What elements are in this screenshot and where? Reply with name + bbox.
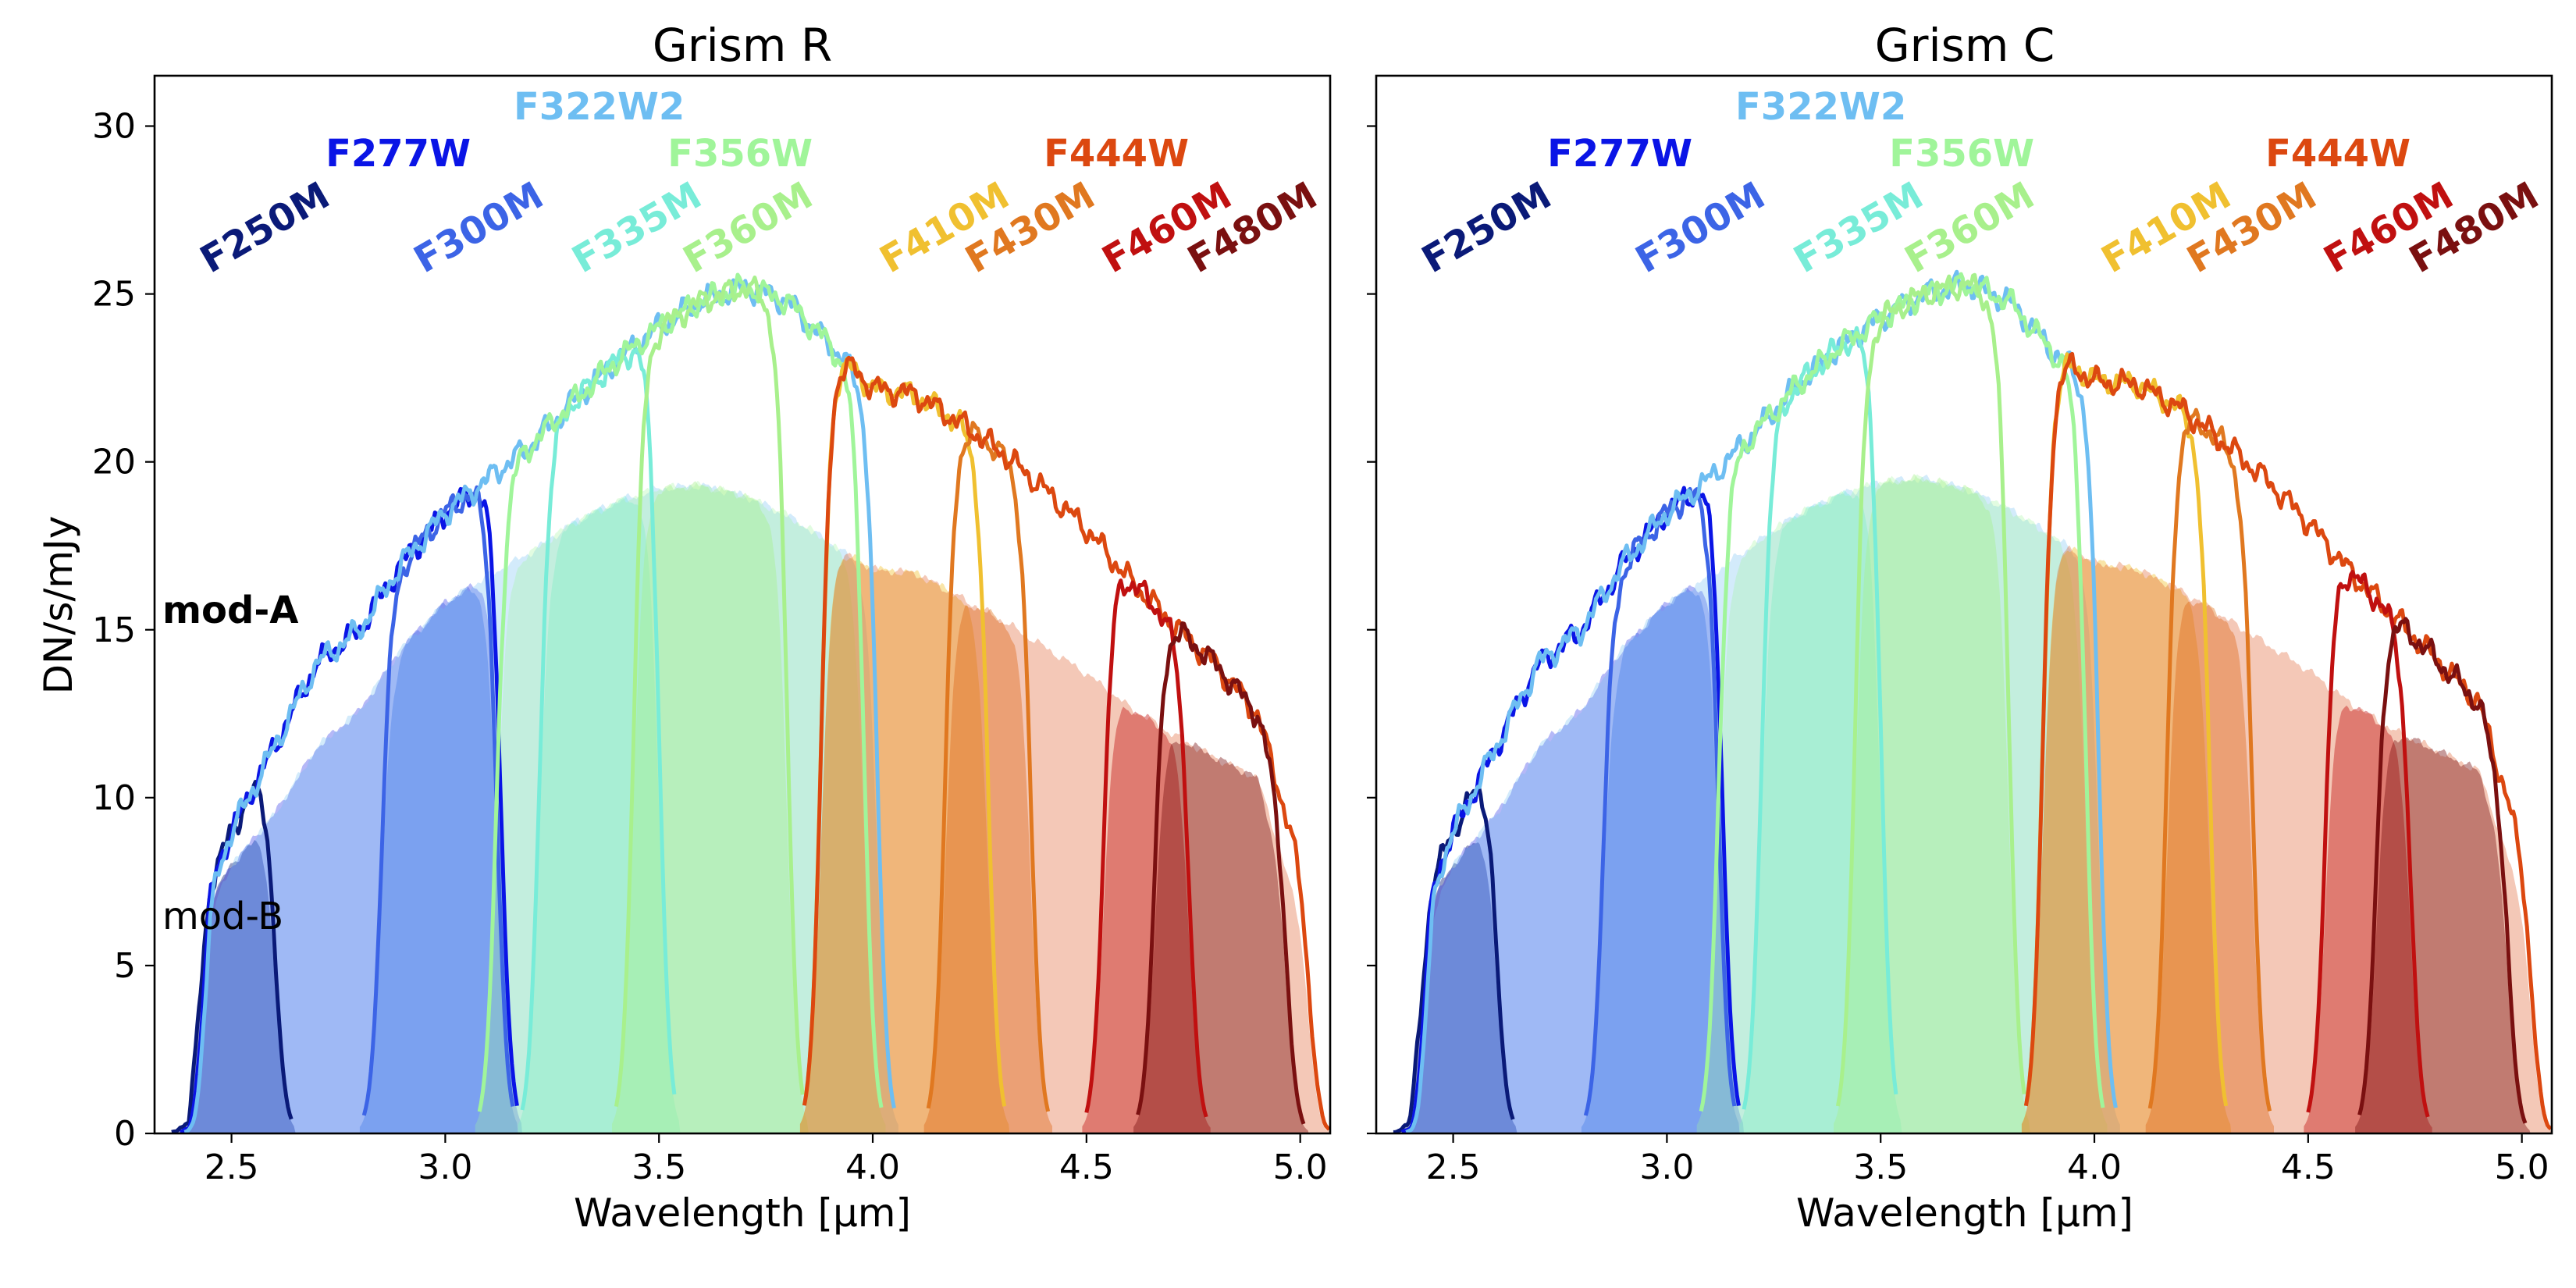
filter-label-f322w2-grism-c: F322W2	[1735, 85, 1906, 129]
fill-f480m-grism-r	[1133, 741, 1309, 1133]
fill-f444w-grism-c	[2021, 545, 2552, 1133]
mod-b-label: mod-B	[162, 895, 283, 938]
line-f335m-grism-c	[1742, 326, 1898, 1110]
x-tick-label-grism-r: 2.5	[205, 1147, 259, 1187]
fill-f356w-grism-r	[475, 481, 886, 1133]
fill-f410m-grism-r	[799, 553, 1010, 1133]
fill-f460m-grism-r	[1082, 706, 1211, 1133]
panel-title-grism-c: Grism C	[1875, 19, 2055, 72]
fill-f444w-grism-r	[799, 553, 1330, 1133]
y-tick-label-grism-r: 0	[114, 1114, 136, 1154]
y-tick-label-grism-r: 25	[92, 275, 136, 315]
filter-label-f356w-grism-c: F356W	[1889, 132, 2034, 176]
x-tick-label-grism-r: 5.0	[1273, 1147, 1328, 1187]
fill-f430m-grism-c	[2145, 601, 2274, 1133]
line-f480m-grism-c	[2357, 617, 2528, 1124]
line-f460m-grism-r	[1084, 578, 1208, 1118]
line-f444w-grism-r	[802, 355, 1330, 1131]
y-tick-label-grism-r: 10	[92, 778, 136, 818]
y-tick-label-grism-r: 5	[114, 946, 136, 986]
y-axis-label: DN/s/mJy	[36, 516, 81, 695]
filter-label-f444w-grism-r: F444W	[1044, 132, 1189, 176]
filter-label-f277w-grism-r: F277W	[326, 132, 471, 176]
fill-f480m-grism-c	[2355, 737, 2531, 1133]
axes-frame-grism-r	[153, 74, 1332, 1135]
fill-f277w-grism-c	[1397, 585, 1744, 1133]
filter-label-f444w-grism-c: F444W	[2265, 132, 2411, 176]
line-f360m-grism-r	[614, 276, 805, 1108]
x-tick-label-grism-c: 2.5	[1426, 1147, 1481, 1187]
line-f480m-grism-r	[1136, 621, 1306, 1125]
x-axis-label-grism-r: Wavelength [μm]	[574, 1190, 911, 1236]
line-f300m-grism-c	[1583, 486, 1737, 1116]
line-f460m-grism-c	[2306, 570, 2430, 1118]
line-f335m-grism-r	[520, 347, 677, 1111]
filter-label-f277w-grism-c: F277W	[1547, 132, 1692, 176]
fill-f335m-grism-c	[1739, 489, 1902, 1133]
line-f444w-grism-c	[2023, 351, 2552, 1130]
y-tick-label-grism-r: 20	[92, 443, 136, 482]
panel-grism-r: Grism R F250MF277WF300MF322W2F335MF356WF…	[36, 19, 1332, 1236]
x-tick-label-grism-r: 3.5	[632, 1147, 686, 1187]
fill-f335m-grism-r	[518, 496, 681, 1133]
y-tick-label-grism-r: 30	[92, 107, 136, 147]
x-tick-label-grism-c: 5.0	[2495, 1147, 2549, 1187]
fill-f360m-grism-c	[1834, 474, 2030, 1133]
fill-f460m-grism-c	[2304, 705, 2432, 1133]
filter-label-f322w2-grism-r: F322W2	[514, 85, 685, 129]
x-tick-label-grism-r: 3.0	[418, 1147, 472, 1187]
fill-f300m-grism-r	[359, 585, 518, 1133]
line-f360m-grism-c	[1835, 272, 2026, 1107]
mod-a-label: mod-A	[162, 589, 298, 632]
line-f356w-grism-c	[1699, 272, 2105, 1112]
panel-title-grism-r: Grism R	[653, 19, 832, 72]
ticks-grism-c: 2.5 3.0 3.5 4.0 4.5 5.0	[1367, 125, 2549, 1187]
ticks-grism-r: 2.5 3.0 3.5 4.0 4.5 5.0 0 5 10 15 20 25 30	[92, 107, 1328, 1187]
x-tick-label-grism-c: 4.5	[2281, 1147, 2336, 1187]
x-tick-label-grism-r: 4.0	[845, 1147, 900, 1187]
line-f430m-grism-r	[926, 421, 1051, 1112]
x-axis-label-grism-c: Wavelength [μm]	[1796, 1190, 2133, 1236]
axes-frame-grism-c	[1375, 74, 2553, 1135]
x-tick-label-grism-r: 4.5	[1059, 1147, 1114, 1187]
fill-f300m-grism-c	[1581, 587, 1740, 1133]
filter-label-f356w-grism-r: F356W	[667, 132, 813, 176]
y-tick-label-grism-r: 15	[92, 610, 136, 650]
fill-f430m-grism-r	[923, 605, 1052, 1133]
fill-f410m-grism-c	[2021, 546, 2232, 1133]
fill-f356w-grism-c	[1696, 474, 2108, 1133]
fill-f277w-grism-r	[176, 583, 522, 1133]
line-f430m-grism-c	[2147, 407, 2272, 1112]
x-tick-label-grism-c: 4.0	[2067, 1147, 2122, 1187]
x-tick-label-grism-c: 3.0	[1639, 1147, 1694, 1187]
x-tick-label-grism-c: 3.5	[1853, 1147, 1908, 1187]
fill-f360m-grism-r	[612, 481, 809, 1133]
